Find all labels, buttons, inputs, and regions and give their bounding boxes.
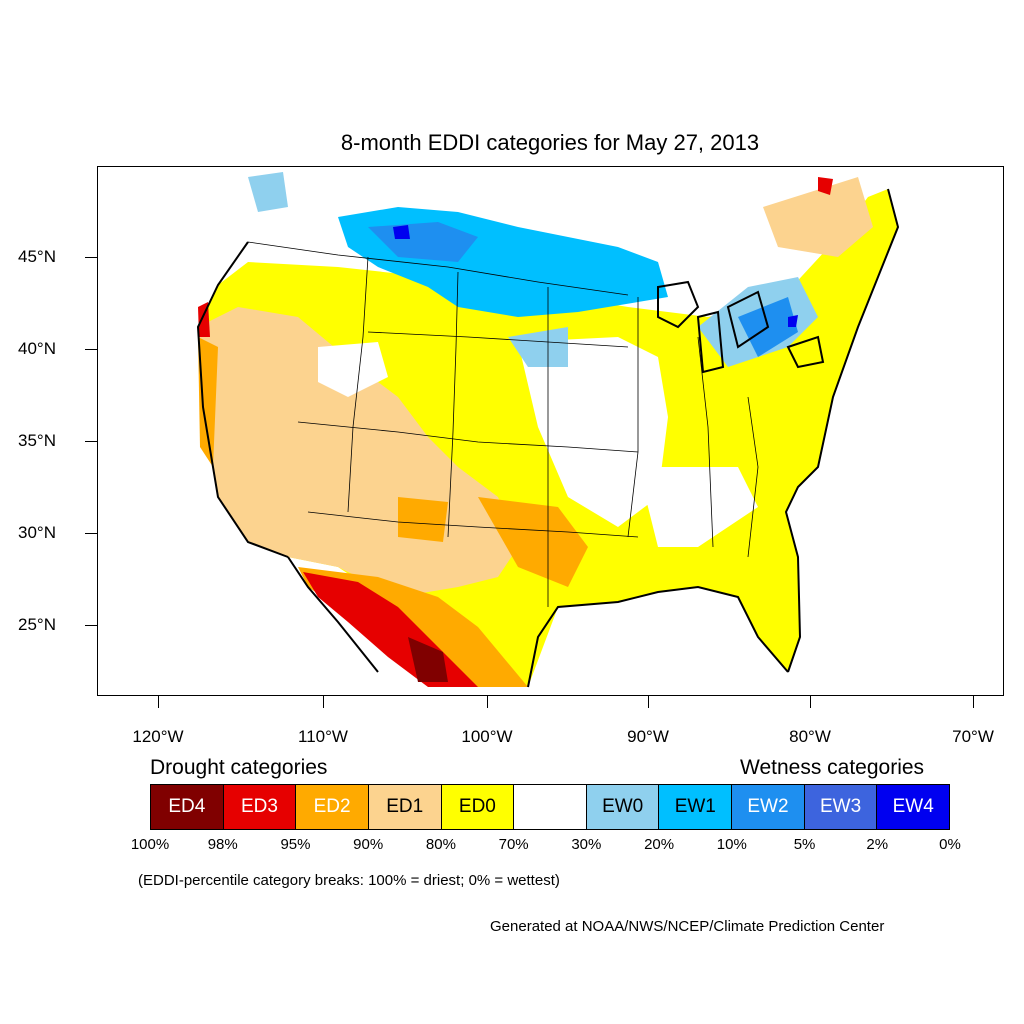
legend-box: ED4 bbox=[151, 785, 224, 829]
x-tick-label: 90°W bbox=[627, 727, 669, 746]
eddi-map bbox=[97, 166, 1004, 696]
map-canvas bbox=[196, 172, 900, 688]
percent-break-label: 30% bbox=[571, 836, 602, 853]
legend-box: EW0 bbox=[586, 785, 660, 829]
x-tick bbox=[648, 696, 649, 708]
y-tick bbox=[85, 349, 97, 350]
legend-box: ED2 bbox=[296, 785, 369, 829]
y-tick bbox=[85, 441, 97, 442]
x-tick bbox=[973, 696, 974, 708]
legend-box: ED0 bbox=[441, 785, 515, 829]
coastlines bbox=[196, 188, 900, 688]
percent-break-label: 80% bbox=[425, 836, 456, 853]
credit-line: Generated at NOAA/NWS/NCEP/Climate Predi… bbox=[490, 918, 885, 935]
legend-box: EW1 bbox=[659, 785, 733, 829]
conus-fill bbox=[198, 172, 898, 687]
y-tick-label: 35°N bbox=[18, 431, 56, 450]
legend-box bbox=[514, 785, 587, 829]
percent-break-label: 95% bbox=[280, 836, 311, 853]
drought-legend-header: Drought categories bbox=[150, 756, 328, 779]
x-tick-label: 120°W bbox=[132, 727, 184, 746]
percent-break-label: 5% bbox=[793, 836, 816, 853]
percent-break-label: 10% bbox=[716, 836, 747, 853]
legend-box: ED1 bbox=[368, 785, 442, 829]
percent-break-label: 20% bbox=[644, 836, 675, 853]
y-tick bbox=[85, 625, 97, 626]
y-tick bbox=[85, 257, 97, 258]
y-tick-label: 40°N bbox=[18, 339, 56, 358]
percent-break-label: 90% bbox=[353, 836, 384, 853]
y-tick-label: 25°N bbox=[18, 615, 56, 634]
x-tick bbox=[487, 696, 488, 708]
legend-box: EW4 bbox=[877, 785, 950, 829]
percent-break-label: 0% bbox=[939, 836, 961, 853]
y-tick-label: 30°N bbox=[18, 523, 56, 542]
x-tick bbox=[158, 696, 159, 708]
x-tick bbox=[323, 696, 324, 708]
x-tick bbox=[810, 696, 811, 708]
wetness-legend-header: Wetness categories bbox=[740, 756, 925, 779]
percent-break-label: 70% bbox=[498, 836, 529, 853]
y-tick-label: 45°N bbox=[18, 247, 56, 266]
x-tick-label: 70°W bbox=[952, 727, 994, 746]
legend-colorbar: ED4 ED3 ED2 ED1 ED0 EW0 EW1 EW2 EW3 EW4 bbox=[150, 784, 950, 830]
state-boundaries bbox=[247, 241, 759, 607]
percent-break-label: 100% bbox=[130, 836, 170, 853]
legend-box: EW3 bbox=[804, 785, 878, 829]
percent-break-label: 98% bbox=[207, 836, 238, 853]
legend-box: ED3 bbox=[223, 785, 297, 829]
y-tick bbox=[85, 533, 97, 534]
percent-break-label: 2% bbox=[866, 836, 889, 853]
legend-box: EW2 bbox=[732, 785, 805, 829]
x-tick-label: 100°W bbox=[461, 727, 513, 746]
map-title: 8-month EDDI categories for May 27, 2013 bbox=[340, 130, 760, 155]
category-note: (EDDI-percentile category breaks: 100% =… bbox=[138, 872, 560, 889]
x-tick-label: 110°W bbox=[298, 727, 348, 746]
x-tick-label: 80°W bbox=[789, 727, 831, 746]
